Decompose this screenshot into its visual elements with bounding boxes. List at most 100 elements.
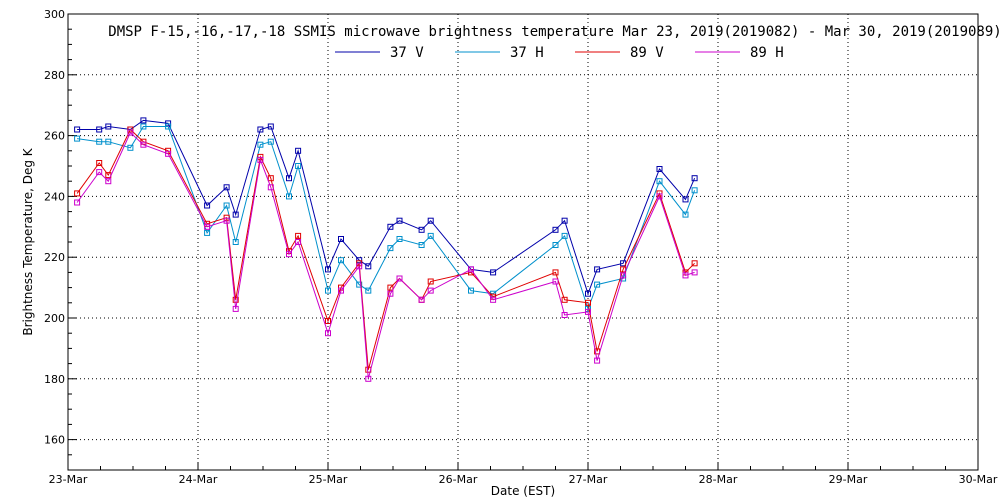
- x-tick-label: 28-Mar: [699, 473, 738, 486]
- data-point: [387, 284, 394, 291]
- data-point: [267, 123, 274, 130]
- data-point: [365, 263, 372, 270]
- data-point: [682, 272, 689, 279]
- x-tick-label: 23-Mar: [49, 473, 88, 486]
- data-point: [338, 287, 344, 294]
- chart-title: DMSP F-15,-16,-17,-18 SSMIS microwave br…: [108, 24, 1000, 40]
- data-point: [140, 117, 147, 124]
- series-line: [77, 119, 696, 296]
- data-point: [552, 226, 559, 233]
- data-point: [490, 269, 497, 276]
- data-point: [656, 178, 663, 185]
- data-point: [418, 242, 425, 248]
- data-point: [387, 290, 394, 297]
- legend-label: 89 H: [750, 45, 784, 61]
- data-point: [396, 236, 403, 242]
- data-point: [356, 263, 363, 270]
- x-tick-label: 27-Mar: [569, 473, 608, 486]
- legend: 37 V 37 H 89 V 89 H: [335, 45, 784, 61]
- y-tick-label: 220: [44, 251, 65, 264]
- data-point: [295, 232, 302, 239]
- data-point: [561, 217, 568, 224]
- data-point: [682, 196, 689, 203]
- legend-entry: 37 H: [455, 45, 544, 61]
- data-point: [286, 175, 292, 182]
- data-point: [105, 123, 112, 130]
- legend-entry: 37 V: [335, 45, 424, 61]
- data-point: [427, 287, 434, 294]
- data-point: [295, 239, 302, 245]
- data-point: [257, 141, 264, 148]
- data-point: [204, 223, 211, 230]
- data-point: [232, 239, 239, 245]
- data-point: [223, 184, 230, 191]
- data-point: [365, 287, 372, 294]
- data-point: [267, 138, 274, 145]
- x-tick-label: 25-Mar: [309, 473, 348, 486]
- data-point: [561, 312, 568, 318]
- data-point: [396, 275, 403, 282]
- data-point: [74, 135, 81, 142]
- data-point: [165, 120, 172, 127]
- data-point: [594, 281, 601, 288]
- data-point: [691, 269, 698, 276]
- legend-label: 37 V: [390, 45, 424, 61]
- data-point: [96, 169, 103, 176]
- data-point: [396, 217, 403, 224]
- data-point: [325, 266, 331, 273]
- data-point: [427, 278, 434, 285]
- data-point: [656, 166, 663, 172]
- x-tick-label: 30-Mar: [959, 473, 998, 486]
- x-tick-label: 24-Mar: [179, 473, 218, 486]
- data-point: [257, 156, 264, 163]
- data-point: [585, 299, 591, 306]
- x-tick-label: 29-Mar: [829, 473, 868, 486]
- data-point: [418, 296, 425, 303]
- data-point: [691, 175, 698, 182]
- x-tick-label: 26-Mar: [439, 473, 478, 486]
- data-point: [468, 287, 474, 294]
- data-point: [325, 318, 331, 324]
- data-point: [295, 163, 302, 169]
- data-point: [468, 266, 474, 273]
- data-point: [223, 202, 230, 209]
- data-point: [267, 175, 274, 182]
- y-axis-title: Brightness Temperature, Deg K: [21, 147, 35, 335]
- series-line: [76, 131, 695, 379]
- axis-ticks: 23-Mar 24-Mar 25-Mar 26-Mar 27-Mar 28-Mar 29-M…: [44, 8, 998, 486]
- data-point: [74, 190, 81, 197]
- series-group: [74, 117, 698, 382]
- data-point: [232, 305, 239, 312]
- data-point: [165, 123, 172, 130]
- data-point: [338, 236, 344, 242]
- data-point: [127, 129, 134, 136]
- data-point: [552, 278, 559, 285]
- data-point: [105, 138, 112, 145]
- data-point: [286, 193, 292, 200]
- data-point: [286, 251, 292, 258]
- data-point: [552, 269, 559, 276]
- data-point: [561, 296, 568, 303]
- data-point: [204, 229, 211, 236]
- data-point: [387, 223, 394, 230]
- data-point: [96, 126, 103, 133]
- y-tick-label: 200: [44, 312, 65, 325]
- data-point: [594, 266, 601, 273]
- data-point: [427, 232, 434, 239]
- y-tick-label: 300: [44, 8, 65, 21]
- y-tick-label: 280: [44, 69, 65, 82]
- grid: [68, 14, 978, 470]
- data-point: [594, 357, 601, 364]
- data-point: [585, 290, 591, 297]
- data-point: [140, 123, 147, 130]
- data-point: [232, 296, 239, 303]
- data-point: [223, 217, 230, 224]
- data-point: [338, 257, 344, 264]
- data-point: [691, 260, 698, 267]
- data-point: [232, 211, 239, 218]
- data-point: [427, 217, 434, 224]
- data-point: [267, 184, 274, 191]
- x-axis-title: Date (EST): [491, 484, 555, 498]
